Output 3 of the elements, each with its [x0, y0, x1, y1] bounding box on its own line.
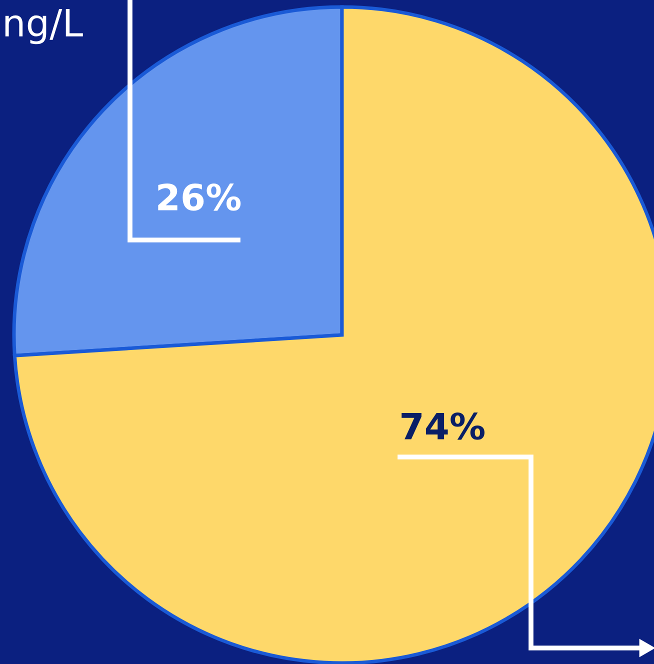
data-label: 74%	[402, 412, 484, 440]
text: ng/L	[5, 9, 83, 44]
data-label: 26%	[158, 183, 241, 211]
